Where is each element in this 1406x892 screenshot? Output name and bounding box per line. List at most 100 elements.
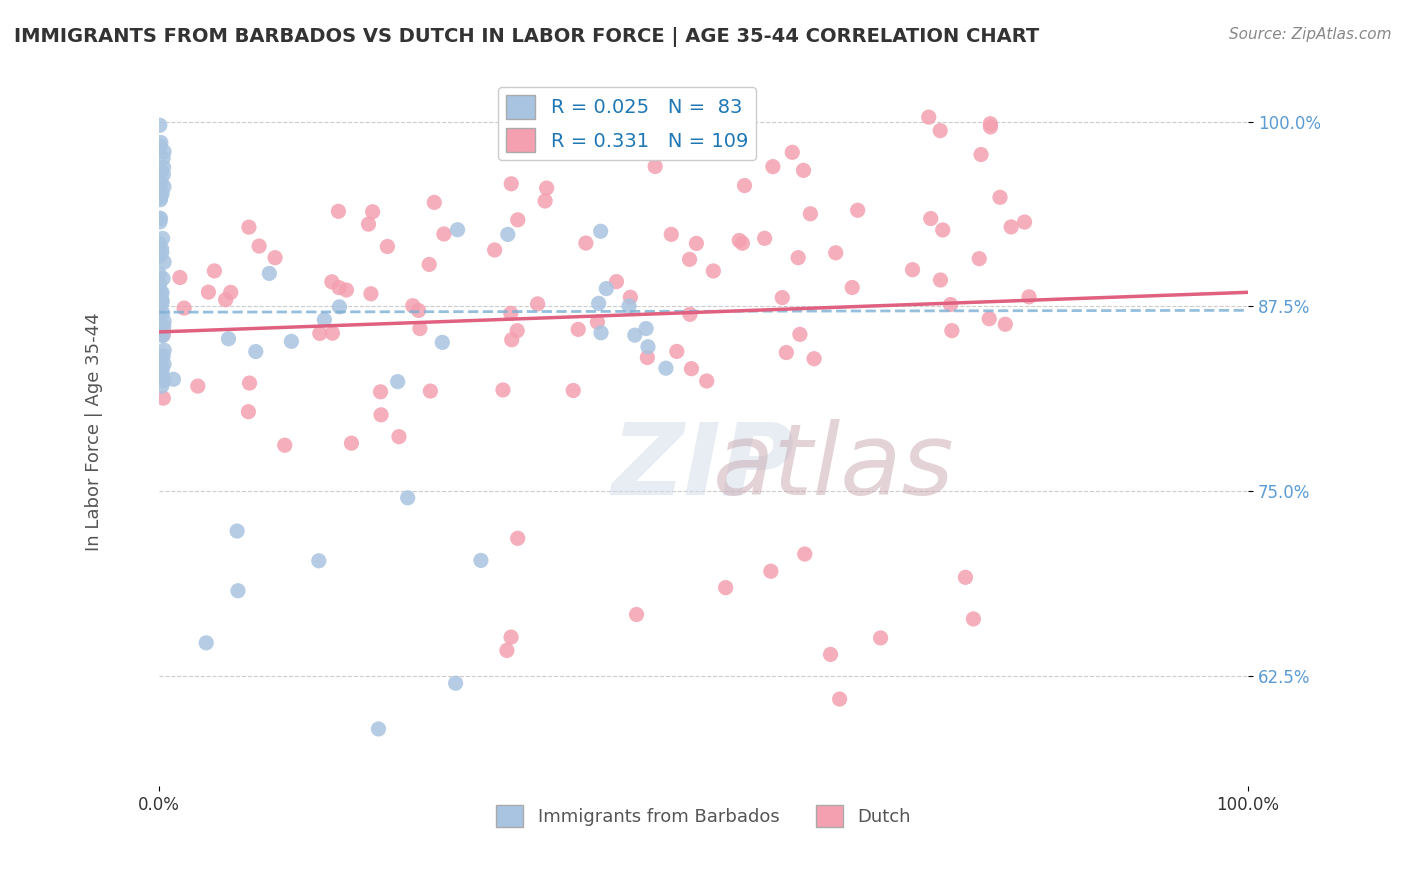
Point bbox=[901, 262, 924, 277]
Point bbox=[152, 271, 174, 285]
Point bbox=[506, 531, 529, 545]
Point bbox=[617, 299, 640, 313]
Point bbox=[264, 251, 287, 265]
Text: atlas: atlas bbox=[713, 419, 955, 516]
Point bbox=[567, 322, 589, 336]
Point bbox=[388, 430, 411, 444]
Point bbox=[274, 438, 297, 452]
Point bbox=[496, 643, 519, 657]
Point bbox=[820, 648, 842, 662]
Point bbox=[370, 384, 392, 399]
Point bbox=[150, 164, 173, 178]
Point bbox=[526, 297, 548, 311]
Point bbox=[636, 321, 658, 335]
Point bbox=[932, 223, 955, 237]
Point bbox=[762, 160, 785, 174]
Text: Source: ZipAtlas.com: Source: ZipAtlas.com bbox=[1229, 27, 1392, 42]
Point bbox=[153, 343, 176, 358]
Point bbox=[432, 335, 454, 350]
Point bbox=[173, 301, 195, 315]
Point bbox=[152, 349, 174, 363]
Point bbox=[149, 211, 172, 226]
Point bbox=[387, 375, 409, 389]
Point bbox=[444, 676, 467, 690]
Point bbox=[759, 564, 782, 578]
Point bbox=[470, 553, 492, 567]
Point bbox=[308, 554, 330, 568]
Point bbox=[496, 227, 519, 242]
Point bbox=[1000, 219, 1022, 234]
Point bbox=[335, 283, 357, 297]
Point bbox=[197, 285, 219, 300]
Point bbox=[152, 372, 174, 386]
Point bbox=[149, 136, 172, 150]
Point bbox=[340, 436, 363, 450]
Point bbox=[280, 334, 302, 349]
Point bbox=[754, 231, 776, 245]
Point bbox=[149, 285, 172, 300]
Point bbox=[153, 314, 176, 328]
Point bbox=[696, 374, 718, 388]
Point bbox=[149, 193, 172, 207]
Point bbox=[152, 328, 174, 343]
Point bbox=[841, 280, 863, 294]
Point bbox=[153, 255, 176, 269]
Point bbox=[226, 524, 249, 538]
Point bbox=[418, 257, 440, 271]
Point bbox=[702, 264, 724, 278]
Point bbox=[150, 294, 173, 309]
Point bbox=[148, 236, 170, 251]
Point bbox=[150, 364, 173, 378]
Point bbox=[803, 351, 825, 366]
Point bbox=[655, 361, 678, 376]
Point bbox=[150, 245, 173, 260]
Point bbox=[955, 570, 977, 584]
Point bbox=[152, 167, 174, 181]
Point bbox=[626, 607, 648, 622]
Text: ZIP: ZIP bbox=[612, 419, 794, 516]
Point bbox=[367, 722, 389, 736]
Point bbox=[148, 211, 170, 226]
Point bbox=[433, 227, 456, 241]
Legend: Immigrants from Barbados, Dutch: Immigrants from Barbados, Dutch bbox=[489, 797, 918, 834]
Point bbox=[408, 303, 430, 318]
Point bbox=[162, 372, 184, 386]
Point bbox=[370, 408, 392, 422]
Point bbox=[238, 405, 260, 419]
Point bbox=[644, 160, 666, 174]
Point bbox=[492, 383, 515, 397]
Point bbox=[979, 117, 1001, 131]
Point bbox=[562, 384, 585, 398]
Point bbox=[941, 324, 963, 338]
Point bbox=[396, 491, 419, 505]
Point bbox=[506, 324, 529, 338]
Point bbox=[150, 242, 173, 256]
Point bbox=[149, 360, 172, 375]
Point bbox=[152, 151, 174, 165]
Point bbox=[152, 319, 174, 334]
Point bbox=[501, 333, 523, 347]
Point bbox=[148, 309, 170, 323]
Point bbox=[149, 118, 172, 132]
Point bbox=[846, 203, 869, 218]
Point bbox=[150, 176, 173, 190]
Point bbox=[918, 110, 941, 124]
Point bbox=[153, 145, 176, 159]
Point bbox=[149, 139, 172, 153]
Point bbox=[589, 326, 612, 340]
Point bbox=[328, 204, 350, 219]
Point bbox=[770, 291, 793, 305]
Point bbox=[149, 327, 172, 342]
Point bbox=[377, 239, 399, 253]
Point bbox=[929, 123, 952, 137]
Point bbox=[314, 313, 336, 327]
Point bbox=[150, 285, 173, 300]
Point bbox=[149, 351, 172, 366]
Point bbox=[536, 181, 558, 195]
Text: IMMIGRANTS FROM BARBADOS VS DUTCH IN LABOR FORCE | AGE 35-44 CORRELATION CHART: IMMIGRANTS FROM BARBADOS VS DUTCH IN LAB… bbox=[14, 27, 1039, 46]
Point bbox=[423, 195, 446, 210]
Point bbox=[149, 277, 172, 292]
Point bbox=[586, 315, 609, 329]
Point bbox=[1014, 215, 1036, 229]
Point bbox=[994, 318, 1017, 332]
